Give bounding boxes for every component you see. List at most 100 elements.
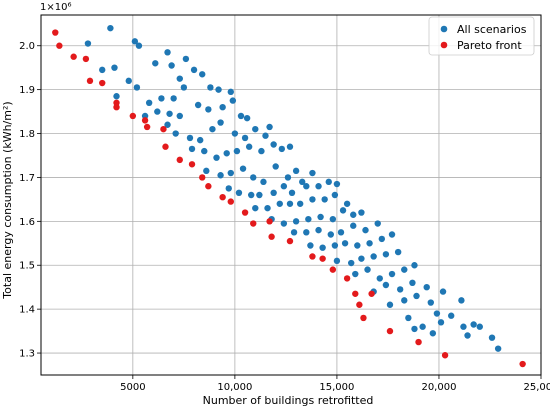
pareto-point xyxy=(415,338,422,346)
pareto-point xyxy=(219,193,226,201)
pareto-point xyxy=(113,99,120,107)
scenario-point xyxy=(288,189,296,197)
scenario-point xyxy=(386,301,394,308)
scenario-point xyxy=(154,108,161,115)
scenario-point xyxy=(243,114,251,122)
scenario-point xyxy=(260,178,267,186)
pareto-point xyxy=(56,42,63,49)
scenario-point xyxy=(225,185,232,192)
scenario-point xyxy=(337,229,345,236)
scenario-point xyxy=(164,49,171,56)
scenario-point xyxy=(350,222,357,229)
scenario-point xyxy=(252,125,259,133)
scenario-point xyxy=(227,88,234,96)
scenario-point xyxy=(401,297,408,304)
y-tick-label: 1.7 xyxy=(19,173,35,184)
scenario-point xyxy=(145,99,153,107)
x-tick-label: 10,000 xyxy=(217,382,252,393)
scenario-point xyxy=(423,283,430,291)
pareto-point xyxy=(319,255,326,262)
scenario-point xyxy=(388,270,396,278)
scenario-point xyxy=(99,66,106,74)
scenario-point xyxy=(364,266,371,273)
pareto-point xyxy=(519,360,526,368)
scenario-point xyxy=(125,77,132,85)
scenario-point xyxy=(362,226,369,234)
scenario-point xyxy=(231,130,239,137)
pareto-point xyxy=(227,198,234,205)
pareto-point xyxy=(368,290,375,297)
scenario-point xyxy=(239,165,247,172)
scenario-point xyxy=(315,226,322,234)
scenario-point xyxy=(172,130,179,137)
scenario-point xyxy=(252,204,259,212)
scenario-point xyxy=(280,220,288,227)
scenario-point xyxy=(199,71,206,78)
legend-box xyxy=(428,16,535,56)
pareto-point xyxy=(352,290,359,297)
scenario-point xyxy=(182,55,190,63)
scenario-point xyxy=(382,251,390,258)
axis-ticks: 5000 10,000 15,000 20,000 25,000 1.3 1.4 1.5 1.6… xyxy=(19,41,550,393)
scenario-point xyxy=(341,240,349,247)
x-tick-label: 5000 xyxy=(120,382,145,393)
scenario-point xyxy=(186,134,194,142)
series-all-scenarios xyxy=(84,24,502,352)
scenario-point xyxy=(141,112,149,120)
scenario-point xyxy=(286,143,294,150)
scenario-point xyxy=(207,84,214,91)
scenario-point xyxy=(464,332,471,339)
pareto-point xyxy=(70,53,77,60)
scenario-point xyxy=(158,95,165,102)
scenario-point xyxy=(303,183,310,190)
scenario-point xyxy=(190,66,198,74)
scenario-point xyxy=(352,270,359,278)
scenario-point xyxy=(343,200,351,207)
pareto-point xyxy=(266,218,273,225)
scenario-point xyxy=(84,40,92,47)
pareto-point xyxy=(162,143,169,150)
scenario-point xyxy=(284,174,292,181)
scenario-point xyxy=(458,297,465,304)
scenario-point xyxy=(303,229,310,236)
scenario-point xyxy=(319,244,326,251)
scenario-point xyxy=(437,319,445,326)
scenario-point xyxy=(333,257,341,265)
scenario-point xyxy=(401,266,408,273)
series-pareto-front xyxy=(52,29,526,368)
scenario-point xyxy=(131,38,139,45)
scenario-point xyxy=(321,196,328,203)
scenario-point xyxy=(366,240,373,247)
scenario-point xyxy=(248,191,255,199)
scenario-point xyxy=(374,220,381,227)
scenario-point xyxy=(429,330,437,337)
scenario-point xyxy=(448,312,455,319)
scenario-point xyxy=(250,174,257,181)
scenario-point xyxy=(286,200,294,207)
scenario-point xyxy=(307,242,314,249)
scenario-point xyxy=(358,209,365,216)
scenario-point xyxy=(309,196,316,203)
scenario-point xyxy=(411,262,418,269)
scenario-point xyxy=(270,141,277,148)
scenario-point xyxy=(245,143,253,150)
pareto-point xyxy=(141,117,149,124)
pareto-point xyxy=(199,174,206,181)
pareto-point xyxy=(188,161,196,168)
pareto-point xyxy=(360,314,367,322)
scenario-point xyxy=(164,121,171,128)
scenario-point xyxy=(476,323,483,330)
scenario-point xyxy=(327,231,334,238)
scenario-point xyxy=(370,253,377,260)
pareto-point xyxy=(329,266,337,273)
scenario-point xyxy=(166,110,173,117)
y-tick-label: 1.9 xyxy=(19,85,35,96)
scenario-point xyxy=(201,147,208,155)
pareto-point xyxy=(441,352,449,359)
scenario-point xyxy=(299,178,306,186)
scenario-point xyxy=(258,147,265,155)
scenario-point xyxy=(223,150,230,157)
scenario-point xyxy=(133,84,141,91)
scenario-point xyxy=(135,42,143,49)
